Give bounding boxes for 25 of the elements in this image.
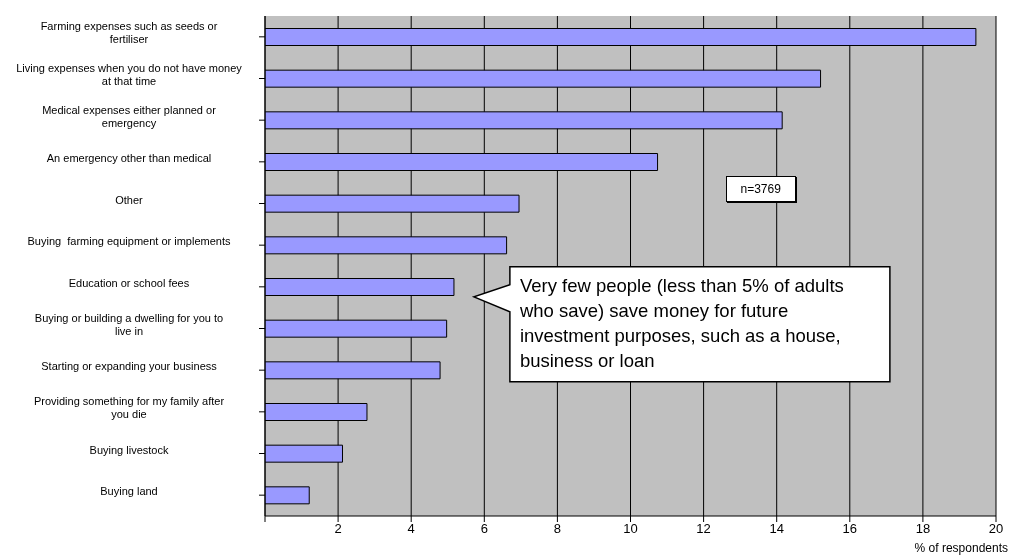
annotation: Very few people (less than 5% of adults who save) save money for future investment purposes, such as a house, business or loan <box>519 273 845 373</box>
y-tick-label: Starting or expanding your business <box>41 360 218 373</box>
y-tick-label: Buying land <box>100 485 158 498</box>
x-tick-label: 10 <box>623 521 638 537</box>
x-tick-label: 18 <box>915 521 931 537</box>
y-tick-label: Medical expenses either planned or emergency <box>42 103 217 129</box>
y-tick-label: Education or school fees <box>68 276 190 289</box>
x-tick-label: 20 <box>988 521 1004 537</box>
y-tick-label: Other <box>115 193 144 206</box>
x-tick-label: 8 <box>553 521 562 537</box>
y-tick-label: Buying or building a dwelling for you to live in <box>34 311 224 337</box>
x-tick-label: 6 <box>480 521 488 537</box>
y-tick-label: An emergency other than medical <box>46 151 212 164</box>
y-tick-label: Providing something for my family after you die <box>33 395 225 421</box>
annotation: n=3769 <box>725 176 796 202</box>
y-tick-label: Buying farming equipment or implements <box>27 235 231 248</box>
x-tick-label: 16 <box>842 521 858 537</box>
y-tick-label: Farming expenses such as seeds or fertiliser <box>40 20 218 46</box>
y-tick-label: Buying livestock <box>89 443 169 456</box>
x-tick-label: 4 <box>407 521 415 537</box>
x-tick-label: 12 <box>696 521 711 537</box>
x-tick-label: 2 <box>334 521 342 537</box>
y-tick-label: Living expenses when you do not have money at that time <box>16 61 243 87</box>
x-tick-label: 14 <box>769 521 784 537</box>
x-axis-title: % of respondents <box>914 541 1008 555</box>
